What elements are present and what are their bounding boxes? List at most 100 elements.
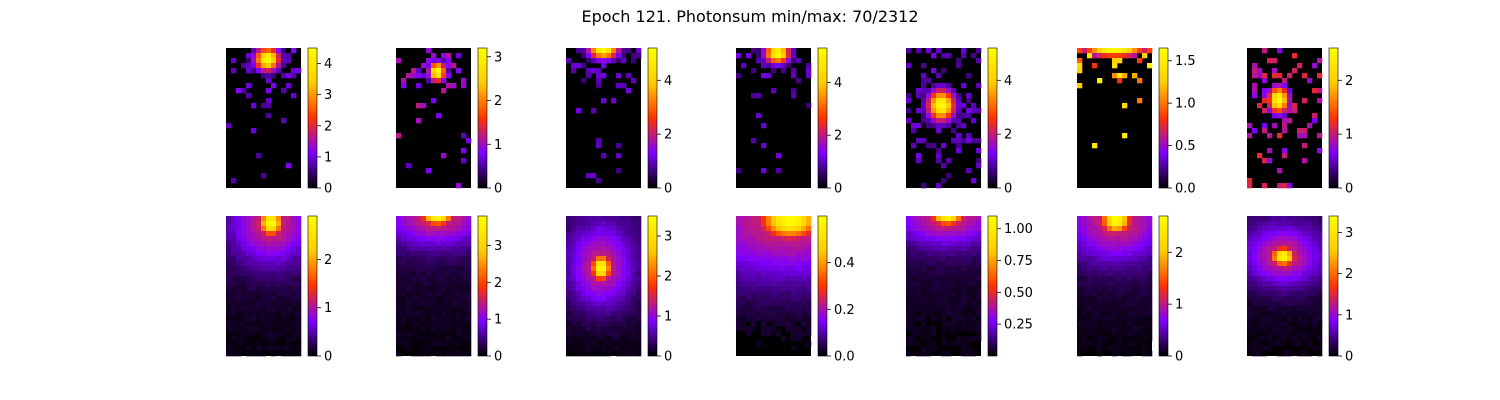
heatmap-cell (271, 221, 277, 227)
heatmap-cell (576, 341, 582, 347)
heatmap-cell (596, 351, 602, 357)
heatmap-cell (1117, 276, 1123, 282)
heatmap-cell (906, 276, 912, 282)
heatmap-cell (771, 246, 777, 252)
heatmap-cell (1287, 236, 1293, 242)
heatmap-cell (1272, 241, 1278, 247)
heatmap-cell (906, 286, 912, 292)
heatmap-cell (256, 326, 262, 332)
heatmap-cell (966, 336, 972, 342)
heatmap-cell (576, 331, 582, 337)
heatmap-cell (1117, 241, 1123, 247)
heatmap-cell (631, 236, 637, 242)
heatmap-cell (1282, 306, 1288, 312)
heatmap-cell (421, 226, 427, 232)
heatmap-cell (246, 58, 252, 64)
heatmap-cell (581, 241, 587, 247)
heatmap-cell (1272, 301, 1278, 307)
heatmap-cell (736, 236, 742, 242)
heatmap-cell (751, 266, 757, 272)
heatmap-cell (976, 256, 982, 262)
heatmap-cell (406, 336, 412, 342)
heatmap-cell (446, 231, 452, 237)
heatmap-cell (931, 98, 937, 104)
heatmap-cell (1112, 326, 1118, 332)
heatmap-cell (436, 341, 442, 347)
heatmap-cell (926, 331, 932, 337)
heatmap-cell (1262, 231, 1268, 237)
heatmap-cell (1087, 226, 1093, 232)
heatmap-cell (906, 271, 912, 277)
heatmap-cell (1272, 276, 1278, 282)
heatmap-cell (961, 123, 967, 129)
heatmap-cell (266, 236, 272, 242)
heatmap-cell (581, 271, 587, 277)
heatmap-cell (1297, 251, 1303, 257)
heatmap-cell (1102, 276, 1108, 282)
heatmap-cell (401, 78, 407, 84)
heatmap-cell (941, 178, 947, 184)
heatmap-cell (1112, 251, 1118, 257)
heatmap-cell (1252, 236, 1258, 242)
heatmap-cell (431, 276, 437, 282)
heatmap-cell (466, 286, 472, 292)
heatmap-cell (1087, 246, 1093, 252)
heatmap-cell (1082, 246, 1088, 252)
heatmap-cell (931, 93, 937, 99)
heatmap-cell (441, 153, 447, 159)
heatmap-cell (1267, 306, 1273, 312)
heatmap-cell (291, 336, 297, 342)
heatmap-cell (1132, 246, 1138, 252)
heatmap-cell (266, 301, 272, 307)
heatmap-cell (1302, 341, 1308, 347)
heatmap-cell (1127, 306, 1133, 312)
heatmap-cell (1307, 226, 1313, 232)
heatmap-cell (256, 316, 262, 322)
heatmap-cell (916, 341, 922, 347)
colorbar-tick-label: 1 (1345, 308, 1353, 323)
heatmap-cell (976, 281, 982, 287)
heatmap-cell (576, 256, 582, 262)
heatmap-cell (451, 216, 457, 222)
heatmap-cell (1142, 226, 1148, 232)
heatmap-cell (771, 226, 777, 232)
heatmap-cell (576, 296, 582, 302)
heatmap-cell (631, 58, 637, 64)
heatmap-cell (421, 251, 427, 257)
heatmap-cell (1097, 236, 1103, 242)
heatmap-cell (1082, 266, 1088, 272)
heatmap-cell (621, 326, 627, 332)
heatmap-cell (1127, 48, 1133, 54)
heatmap-cell (396, 306, 402, 312)
heatmap-cell (411, 306, 417, 312)
heatmap-cell (566, 301, 572, 307)
heatmap-cell (251, 261, 257, 267)
heatmap-cell (736, 311, 742, 317)
heatmap-cell (976, 306, 982, 312)
heatmap-cell (1302, 336, 1308, 342)
heatmap-cell (751, 241, 757, 247)
heatmap-cell (746, 216, 752, 222)
heatmap-cell (966, 73, 972, 79)
heatmap-cell (1312, 296, 1318, 302)
heatmap-cell (1282, 88, 1288, 94)
heatmap-cell (581, 221, 587, 227)
heatmap-cell (1262, 271, 1268, 277)
heatmap-cell (616, 168, 622, 174)
heatmap-cell (576, 216, 582, 222)
heatmap-cell (916, 326, 922, 332)
heatmap-cell (1087, 48, 1093, 54)
heatmap-cell (781, 63, 787, 69)
heatmap-cell (461, 216, 467, 222)
heatmap-cell (1277, 306, 1283, 312)
heatmap-cell (276, 276, 282, 282)
heatmap-cell (406, 281, 412, 287)
heatmap-cell (1257, 321, 1263, 327)
heatmap-cell (406, 266, 412, 272)
heatmap-cell (1077, 351, 1083, 357)
heatmap-cell (566, 276, 572, 282)
heatmap-cell (241, 321, 247, 327)
heatmap-cell (911, 236, 917, 242)
heatmap-cell (266, 251, 272, 257)
heatmap-cell (1302, 133, 1308, 139)
